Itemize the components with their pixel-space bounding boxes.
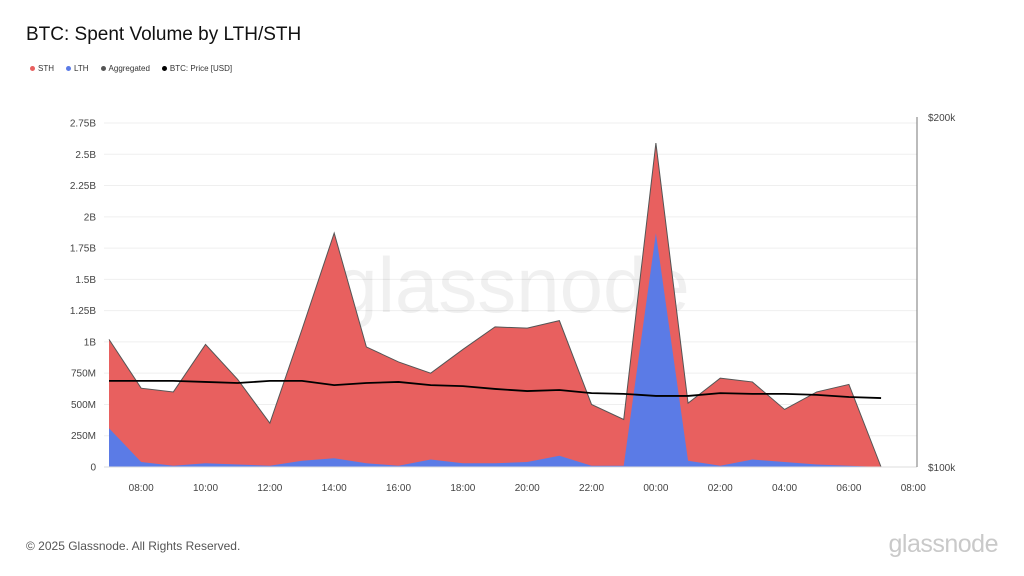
- y-tick-label: 1B: [84, 337, 97, 348]
- x-tick-label: 14:00: [322, 483, 347, 494]
- x-tick-label: 08:00: [129, 483, 154, 494]
- legend-item-lth[interactable]: LTH: [66, 64, 89, 73]
- lth-dot-icon: [66, 66, 71, 71]
- y-tick-label: 0: [90, 463, 96, 474]
- right-tick-label: $200k: [928, 113, 956, 124]
- price-line: [109, 379, 882, 399]
- x-tick-label: 08:00: [901, 483, 926, 494]
- aggregated-dot-icon: [100, 66, 106, 71]
- right-tick-label: $100k: [928, 463, 956, 474]
- legend-label: BTC: Price [USD]: [169, 64, 233, 73]
- y-tick-label: 2.5B: [75, 150, 96, 161]
- legend-item-price[interactable]: BTC: Price [USD]: [161, 64, 233, 73]
- sth-area: [109, 143, 882, 468]
- x-tick-label: 00:00: [643, 483, 668, 494]
- x-tick-label: 04:00: [772, 483, 797, 494]
- legend-label: LTH: [74, 64, 89, 73]
- chart-title: BTC: Spent Volume by LTH/STH: [26, 24, 302, 45]
- y-tick-label: 1.5B: [75, 275, 96, 286]
- y-tick-label: 250M: [71, 431, 96, 442]
- legend-item-sth[interactable]: STH: [30, 64, 54, 73]
- price-dot-icon: [161, 66, 167, 71]
- legend-label: Aggregated: [108, 64, 150, 73]
- glassnode-logo: glassnode: [888, 530, 999, 558]
- y-tick-label: 1.25B: [70, 306, 96, 317]
- x-tick-label: 22:00: [579, 483, 604, 494]
- x-tick-label: 06:00: [836, 483, 861, 494]
- x-tick-label: 16:00: [386, 483, 411, 494]
- x-tick-label: 02:00: [708, 483, 733, 494]
- watermark: glassnode: [334, 241, 690, 329]
- y-tick-label: 2B: [84, 212, 97, 223]
- copyright: © 2025 Glassnode. All Rights Reserved.: [26, 539, 241, 553]
- aggregated-line: [108, 142, 882, 468]
- legend-item-aggregated[interactable]: Aggregated: [100, 64, 150, 73]
- x-tick-label: 10:00: [193, 483, 218, 494]
- x-tick-label: 18:00: [450, 483, 475, 494]
- x-tick-label: 20:00: [515, 483, 540, 494]
- legend-label: STH: [38, 64, 54, 73]
- y-tick-label: 2.75B: [70, 119, 96, 130]
- x-tick-label: 12:00: [257, 483, 282, 494]
- y-tick-label: 750M: [71, 369, 96, 380]
- y-tick-label: 500M: [71, 400, 96, 411]
- sth-dot-icon: [30, 66, 35, 71]
- y-tick-label: 1.75B: [70, 244, 96, 255]
- legend: STH LTH Aggregated BTC: Price [USD]: [30, 64, 232, 73]
- y-tick-label: 2.25B: [70, 181, 96, 192]
